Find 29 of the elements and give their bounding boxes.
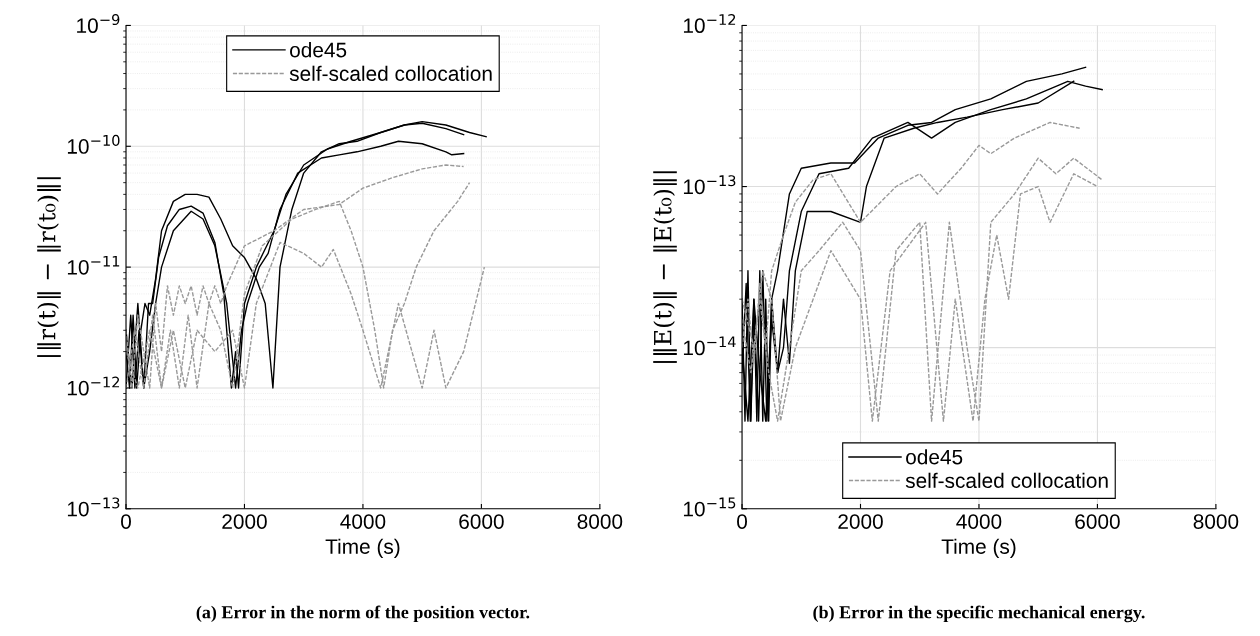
x-tick-label: 2000 bbox=[222, 514, 267, 529]
y-tick-label: 10$^{−12}$ bbox=[683, 14, 736, 34]
legend-label: self-scaled collocation bbox=[905, 472, 1108, 489]
y-tick-label: 10$^{−14}$ bbox=[683, 336, 736, 356]
y-tick-label: 10$^{−10}$ bbox=[67, 134, 120, 154]
x-tick-label: 2000 bbox=[838, 514, 883, 529]
y-axis-title: |‖E(t)‖ − ‖E(t₀)‖| bbox=[653, 171, 677, 363]
x-tick-label: 8000 bbox=[577, 514, 623, 529]
x-tick-label: 6000 bbox=[459, 514, 504, 529]
y-tick-label: 10$^{−11}$ bbox=[67, 255, 120, 275]
legend-label: ode45 bbox=[290, 42, 347, 58]
x-tick-label: 8000 bbox=[1193, 514, 1239, 529]
y-tick-label: 10$^{−13}$ bbox=[67, 497, 120, 517]
legend-label: ode45 bbox=[906, 449, 963, 465]
y-tick-label: 10$^{−15}$ bbox=[683, 497, 736, 517]
y-tick-label: 10$^{−13}$ bbox=[683, 175, 736, 195]
legend-label: self-scaled collocation bbox=[289, 65, 492, 81]
x-tick-label: 4000 bbox=[956, 514, 1002, 529]
x-tick-label: 0 bbox=[121, 514, 131, 529]
x-tick-label: 6000 bbox=[1075, 514, 1120, 529]
x-axis-title: Time (s) bbox=[941, 538, 1016, 559]
text: (a) Error in the norm of the position vector. bbox=[196, 605, 530, 623]
y-axis-title: |‖r(t)‖ − ‖r(t₀)‖| bbox=[37, 177, 61, 357]
text: (b) Error in the specific mechanical energy. bbox=[813, 605, 1145, 623]
x-tick-label: 0 bbox=[737, 514, 748, 529]
x-tick-label: 4000 bbox=[340, 514, 386, 529]
x-axis-title: Time (s) bbox=[325, 538, 400, 559]
y-tick-label: 10$^{−9}$ bbox=[77, 14, 120, 34]
y-tick-label: 10$^{−12}$ bbox=[67, 376, 120, 396]
